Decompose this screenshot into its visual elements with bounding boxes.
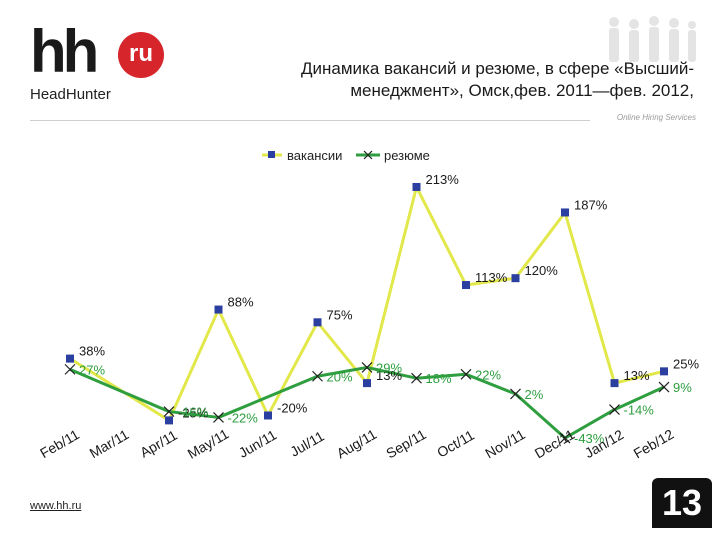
resumes-data-label: -14% bbox=[624, 403, 655, 418]
x-tick-label: Aug/11 bbox=[334, 426, 380, 462]
series-line-vacancies bbox=[69, 185, 665, 422]
vacancies-data-label: 38% bbox=[79, 344, 105, 359]
vacancies-point bbox=[264, 411, 272, 420]
page-title: Динамика вакансий и резюме, в сфере «Выс… bbox=[300, 59, 694, 100]
resumes-point bbox=[213, 412, 224, 423]
vacancies-data-label: 13% bbox=[376, 368, 402, 383]
logo-hh-text: hh bbox=[30, 18, 99, 85]
vacancies-point bbox=[412, 182, 421, 191]
vacancies-point bbox=[511, 274, 520, 283]
resumes-point bbox=[460, 368, 472, 380]
vacancies-data-label: 120% bbox=[525, 263, 559, 278]
resumes-data-label: 18% bbox=[426, 371, 452, 386]
legend-resumes-label: резюме bbox=[384, 148, 430, 163]
page-number: 13 bbox=[652, 478, 712, 528]
resumes-data-label: 22% bbox=[475, 367, 501, 382]
resumes-point bbox=[411, 372, 422, 384]
vacancies-point bbox=[462, 281, 470, 290]
x-tick-label: Feb/12 bbox=[631, 426, 677, 462]
resumes-data-label: 27% bbox=[79, 362, 105, 377]
x-tick-label: May/11 bbox=[185, 425, 232, 461]
resumes-point bbox=[609, 404, 620, 416]
x-tick-label: Dec/11 bbox=[532, 426, 578, 462]
vacancies-data-label: -25% bbox=[178, 405, 209, 420]
vacancies-point bbox=[66, 354, 74, 363]
x-tick-label: Sep/11 bbox=[383, 426, 429, 462]
vacancies-point bbox=[214, 305, 223, 314]
resumes-point bbox=[510, 388, 521, 400]
resumes-data-label: 9% bbox=[673, 380, 692, 395]
resumes-point bbox=[312, 370, 323, 382]
vacancies-point bbox=[610, 379, 619, 388]
vacancies-point bbox=[313, 318, 322, 327]
resumes-data-label: -43% bbox=[574, 431, 605, 446]
vacancies-data-label: -20% bbox=[277, 400, 308, 415]
legend-vacancies-marker bbox=[268, 151, 275, 158]
vacancies-data-label: 75% bbox=[327, 307, 353, 322]
vacancies-point bbox=[363, 379, 371, 388]
hh-logo: hh ru HeadHunter bbox=[30, 18, 170, 103]
vacancies-data-label: 13% bbox=[624, 368, 650, 383]
tagline-divider bbox=[30, 120, 590, 121]
x-tick-label: Apr/11 bbox=[137, 427, 180, 461]
tagline: Online Hiring Services bbox=[616, 113, 696, 122]
resumes-point bbox=[559, 432, 571, 444]
vacancies-point bbox=[660, 367, 668, 376]
logo-ru-badge: ru bbox=[118, 32, 164, 78]
resumes-data-label: -22% bbox=[228, 410, 259, 425]
resumes-data-label: 20% bbox=[327, 369, 353, 384]
vacancies-point bbox=[165, 416, 173, 425]
logo-headhunter-text: HeadHunter bbox=[30, 86, 111, 103]
footer-url-link[interactable]: www.hh.ru bbox=[30, 500, 82, 512]
resumes-data-label: 2% bbox=[525, 387, 544, 402]
resumes-data-label: -16% bbox=[178, 405, 209, 420]
x-tick-label: Jul/11 bbox=[287, 428, 327, 460]
vacancies-data-label: 88% bbox=[228, 295, 254, 310]
vacancies-data-label: 213% bbox=[426, 172, 460, 187]
resumes-point bbox=[361, 361, 373, 373]
resumes-data-label: 29% bbox=[376, 360, 402, 375]
chart-legend: вакансии резюме bbox=[262, 148, 430, 163]
vacancies-data-label: 113% bbox=[475, 270, 508, 285]
x-tick-label: Feb/11 bbox=[37, 426, 82, 461]
vacancies-data-label: 187% bbox=[574, 197, 608, 212]
people-silhouettes-icon bbox=[609, 16, 696, 62]
vacancies-data-label: 25% bbox=[673, 356, 699, 371]
resumes-point bbox=[163, 406, 175, 417]
x-tick-label: Jun/11 bbox=[236, 426, 280, 460]
vacancies-point bbox=[561, 208, 569, 217]
resumes-point bbox=[64, 363, 76, 375]
x-tick-label: Oct/11 bbox=[434, 427, 477, 461]
legend-vacancies-label: вакансии bbox=[287, 148, 342, 163]
resumes-point bbox=[658, 381, 670, 393]
x-tick-label: Nov/11 bbox=[482, 426, 528, 462]
x-tick-label: Mar/11 bbox=[87, 426, 132, 461]
legend-resumes-marker bbox=[363, 150, 373, 160]
